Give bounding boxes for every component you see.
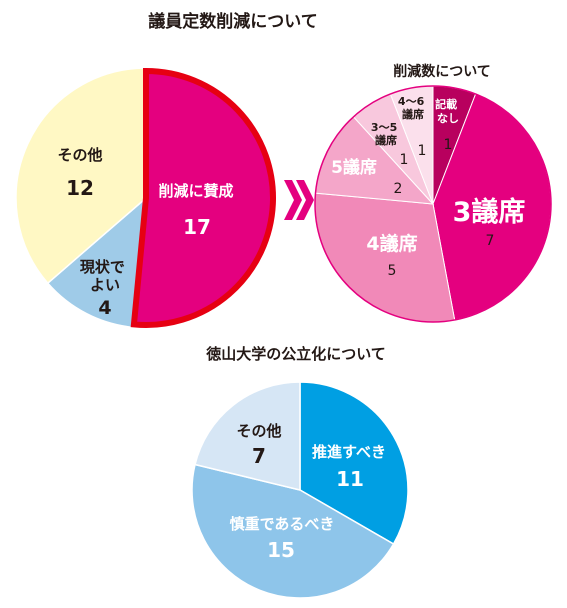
chart3-value-promote: 11 [336, 467, 364, 491]
chart1-labels: 削減に賛成 17 その他 12 現状で よい 4 [57, 146, 233, 319]
pie2-slices-slice-2 [314, 192, 456, 323]
chart3-slices [191, 381, 409, 599]
chart1-label-support: 削減に賛成 [158, 182, 233, 200]
chart2-label-3to5: 3～5 議席 [371, 121, 401, 147]
chart2-value-5: 2 [394, 181, 403, 197]
chart-seat-reduction: 議員定数削減について 削減に賛成 17 その他 12 現状で よい 4 [15, 11, 318, 329]
pie3-slices-slice-2 [194, 381, 301, 491]
chart2-labels: 記載 なし 1 3議席 7 4議席 5 5議席 2 3～5 議席 1 4～6 議… [331, 95, 525, 279]
chart2-title: 削減数について [393, 63, 491, 80]
chart3-labels: 推進すべき 11 慎重であるべき 15 その他 7 [230, 422, 386, 562]
chart2-value-4: 5 [388, 263, 397, 279]
chart2-value-none: 1 [444, 137, 453, 153]
chart3-label-other: その他 [236, 422, 281, 440]
chart1-label-status-quo: 現状で よい [80, 258, 130, 294]
chart2-value-4to6: 1 [418, 143, 427, 159]
chart2-label-4to6: 4～6 議席 [398, 95, 428, 121]
chart2-slices [314, 85, 552, 323]
chart2-value-3to5: 1 [400, 152, 409, 168]
chart1-value-support: 17 [183, 215, 211, 239]
chart2-label-3: 3議席 [453, 196, 526, 228]
chart3-value-cautious: 15 [267, 538, 295, 562]
pie2-slices-outline [314, 85, 552, 323]
pie1-slices-slice-1 [46, 196, 147, 329]
chart1-slices [15, 67, 277, 329]
arrow-icon [284, 180, 314, 220]
chart2-label-none: 記載 なし [435, 97, 461, 125]
chart1-value-status-quo: 4 [98, 297, 111, 319]
pie1-slices-slice-2 [15, 67, 147, 285]
chart1-title: 議員定数削減について [148, 11, 318, 32]
chart3-value-other: 7 [252, 444, 266, 468]
chart3-label-promote: 推進すべき [312, 443, 386, 461]
pie3-slices-slice-0 [299, 381, 409, 546]
chart3-label-cautious: 慎重であるべき [230, 515, 335, 533]
pie1-slices-highlight-border [130, 67, 276, 328]
chart-reduction-count: 削減数について 記載 なし 1 3議席 7 4議席 5 5議席 2 3～5 議席… [314, 63, 552, 323]
chart2-label-5: 5議席 [331, 157, 377, 178]
chart2-label-4: 4議席 [366, 232, 417, 255]
chart2-value-3: 7 [486, 233, 495, 249]
pie3-slices-slice-1 [191, 463, 395, 599]
chart1-value-other: 12 [66, 176, 94, 200]
chart-university: 徳山大学の公立化について 推進すべき 11 慎重であるべき 15 その他 7 [191, 345, 409, 599]
chart1-label-other: その他 [57, 146, 102, 164]
chart3-title: 徳山大学の公立化について [205, 345, 386, 363]
